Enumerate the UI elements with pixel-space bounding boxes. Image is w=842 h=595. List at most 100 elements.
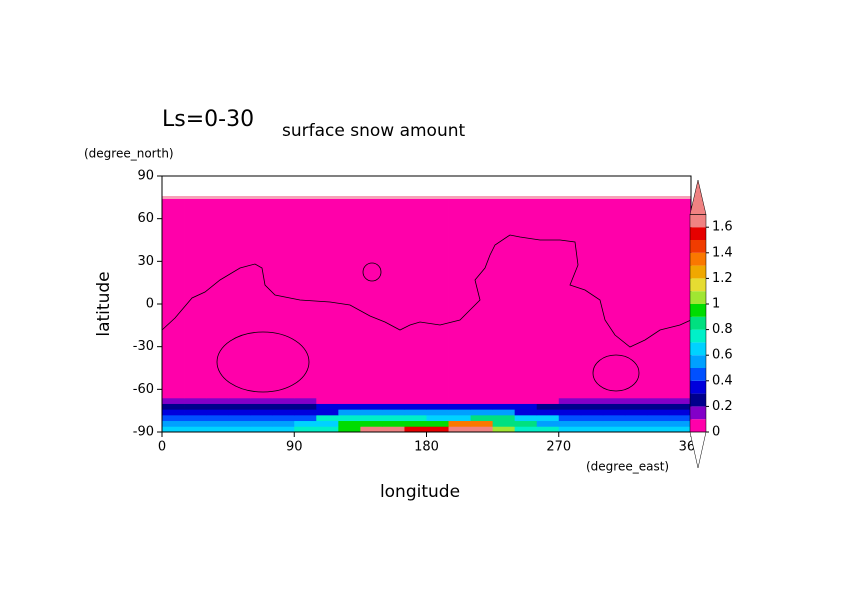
field-cell	[206, 426, 229, 433]
colorbar-tick-label: 1.6	[712, 220, 733, 235]
field-cell	[316, 397, 339, 404]
field-cell	[492, 409, 516, 416]
field-cell	[558, 197, 582, 399]
field	[162, 197, 692, 433]
field-cell	[514, 414, 538, 422]
field-cell	[316, 426, 339, 433]
field-cell	[470, 409, 494, 416]
field-cell	[536, 397, 560, 404]
colorbar-tick-label: 1.2	[712, 271, 733, 286]
field-cell	[228, 197, 251, 399]
field-cell	[580, 409, 604, 416]
topography-contours	[161, 234, 692, 393]
field-cell	[250, 420, 273, 427]
field-cell	[470, 397, 494, 404]
field-cell	[228, 403, 251, 410]
field-cell	[492, 197, 516, 399]
field-cell	[272, 397, 295, 404]
field-cell	[338, 414, 361, 422]
field-cell	[602, 409, 626, 416]
field-cell	[492, 397, 516, 404]
field-cell	[602, 420, 626, 427]
field-cell	[602, 397, 626, 404]
field-cell	[470, 426, 494, 433]
field-cell	[426, 409, 449, 416]
field-cell	[668, 397, 692, 404]
colorbar-tick-label: 1	[712, 297, 720, 312]
field-cell	[558, 426, 582, 433]
field-cell	[536, 403, 560, 410]
field-cell	[580, 426, 604, 433]
field-cell	[338, 420, 361, 427]
field-cell	[250, 197, 273, 399]
colorbar-band	[690, 355, 706, 368]
contour-line	[216, 331, 310, 393]
colorbar-band	[690, 419, 706, 432]
field-cell	[272, 403, 295, 410]
field-cell	[316, 409, 339, 416]
colorbar-band	[690, 380, 706, 394]
field-cell	[228, 409, 251, 416]
field-cell	[184, 420, 207, 427]
field-cell	[580, 197, 604, 399]
field-cell	[470, 420, 494, 427]
field-cell	[514, 197, 538, 399]
field-cell	[404, 420, 427, 427]
field-cell	[206, 414, 229, 422]
field-cell	[338, 426, 361, 433]
field-cell	[536, 426, 560, 433]
field-cell	[646, 426, 670, 433]
colorbar-band	[690, 329, 706, 343]
field-cell	[558, 397, 582, 404]
field-cell	[294, 414, 317, 422]
field-cell	[426, 197, 449, 399]
field-cell	[162, 426, 185, 433]
colorbar-tick-label: 0.8	[712, 322, 733, 337]
field-cell	[448, 420, 471, 427]
field-cell	[404, 397, 427, 404]
field-cell	[338, 397, 361, 404]
field-cell	[316, 420, 339, 427]
field-cell	[184, 409, 207, 416]
field-cell	[250, 414, 273, 422]
field-cell	[272, 420, 295, 427]
colorbar-band	[690, 252, 706, 266]
field-cell	[492, 414, 516, 422]
x-axis-label: longitude	[380, 482, 460, 502]
field-cell	[624, 197, 648, 399]
field-cell	[162, 397, 185, 404]
field-cell	[250, 403, 273, 410]
field-cell	[162, 403, 185, 410]
field-cell	[580, 414, 604, 422]
field-cell	[404, 403, 427, 410]
field-cell	[624, 403, 648, 410]
chart-subtitle: surface snow amount	[282, 121, 465, 141]
field-cell	[206, 397, 229, 404]
field-cell	[470, 403, 494, 410]
field-cell	[668, 420, 692, 427]
colorbar-band	[690, 291, 706, 304]
field-cell	[646, 420, 670, 427]
field-cell	[316, 197, 339, 399]
contour-line	[362, 262, 382, 282]
field-cell	[470, 414, 494, 422]
field-cell	[602, 403, 626, 410]
field-cell	[360, 409, 383, 416]
field-cell	[294, 426, 317, 433]
field-cell	[536, 197, 560, 399]
y-tick-label: -30	[133, 339, 154, 354]
colorbar-frame	[689, 214, 707, 433]
colorbar-band	[690, 406, 706, 420]
field-cell	[338, 409, 361, 416]
field-cell	[426, 414, 449, 422]
field-cell	[514, 409, 538, 416]
field-cell	[294, 420, 317, 427]
colorbar-tick-label: 0	[712, 425, 720, 440]
field-cell	[668, 414, 692, 422]
y-axis-label: latitude	[94, 271, 114, 336]
field-cell	[250, 409, 273, 416]
x-tick-label: 0	[158, 440, 166, 455]
field-cell	[404, 426, 427, 433]
